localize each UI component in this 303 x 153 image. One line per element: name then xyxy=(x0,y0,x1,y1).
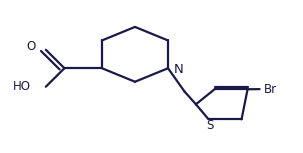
Text: N: N xyxy=(173,63,183,76)
Text: Br: Br xyxy=(264,83,277,96)
Text: O: O xyxy=(27,40,36,53)
Text: HO: HO xyxy=(13,80,31,93)
Text: S: S xyxy=(206,119,214,132)
